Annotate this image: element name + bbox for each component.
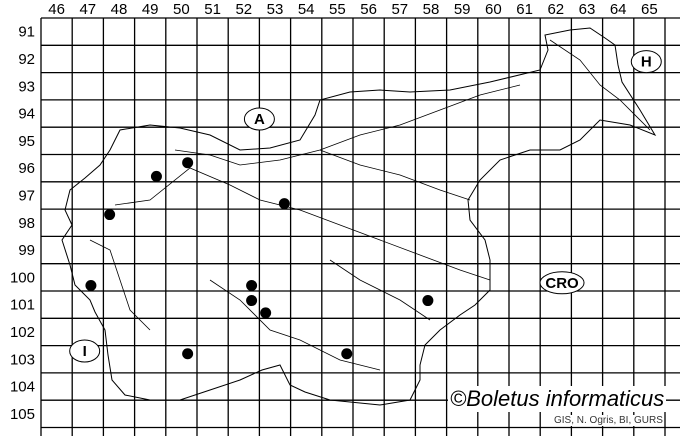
column-label: 55 (329, 1, 346, 18)
row-label: 105 (10, 406, 35, 423)
record-dot (182, 348, 194, 360)
column-label: 51 (204, 1, 221, 18)
row-label: 94 (18, 106, 35, 123)
row-label: 101 (10, 297, 35, 314)
row-label: 92 (18, 51, 35, 68)
record-dot (246, 295, 258, 307)
column-label: 64 (610, 1, 627, 18)
record-dot (85, 280, 97, 292)
column-label: 49 (142, 1, 159, 18)
row-label: 98 (18, 215, 35, 232)
column-label: 52 (235, 1, 252, 18)
row-label: 93 (18, 78, 35, 95)
row-label: 103 (10, 351, 35, 368)
region-label: A (254, 111, 265, 128)
record-dot (104, 209, 116, 221)
record-dot (278, 198, 290, 210)
column-label: 56 (360, 1, 377, 18)
column-label: 54 (298, 1, 315, 18)
region-label: H (641, 54, 652, 71)
region-label: I (83, 343, 87, 360)
copyright-credit: ©Boletus informaticus (448, 386, 667, 412)
region-label-oval (69, 339, 101, 363)
data-source: GIS, N. Ogris, BI, GURS (554, 415, 663, 426)
region-label-oval (630, 50, 662, 74)
grid (40, 17, 680, 436)
record-dot (246, 280, 258, 292)
column-label: 65 (641, 1, 658, 18)
rivers (89, 39, 651, 371)
row-label: 100 (10, 269, 35, 286)
region-label-oval (243, 107, 275, 131)
column-label: 62 (547, 1, 564, 18)
column-label: 57 (391, 1, 408, 18)
row-label: 95 (18, 133, 35, 150)
row-label: 97 (18, 187, 35, 204)
column-label: 53 (267, 1, 284, 18)
column-label: 61 (516, 1, 533, 18)
row-label: 102 (10, 324, 35, 341)
column-label: 58 (423, 1, 440, 18)
column-label: 59 (454, 1, 471, 18)
record-dot (422, 295, 434, 307)
column-label: 46 (48, 1, 65, 18)
row-label: 91 (18, 24, 35, 41)
record-dot (341, 348, 353, 360)
column-label: 48 (111, 1, 128, 18)
column-label: 47 (79, 1, 96, 18)
column-label: 50 (173, 1, 190, 18)
row-label: 96 (18, 160, 35, 177)
record-dot (150, 170, 162, 182)
column-label: 63 (579, 1, 596, 18)
country-border (61, 27, 657, 406)
record-dot (182, 157, 194, 169)
row-label: 104 (10, 379, 35, 396)
region-label: CRO (545, 275, 579, 292)
column-label: 60 (485, 1, 502, 18)
record-dot (260, 307, 272, 319)
region-label-oval (539, 271, 585, 295)
row-label: 99 (18, 242, 35, 259)
